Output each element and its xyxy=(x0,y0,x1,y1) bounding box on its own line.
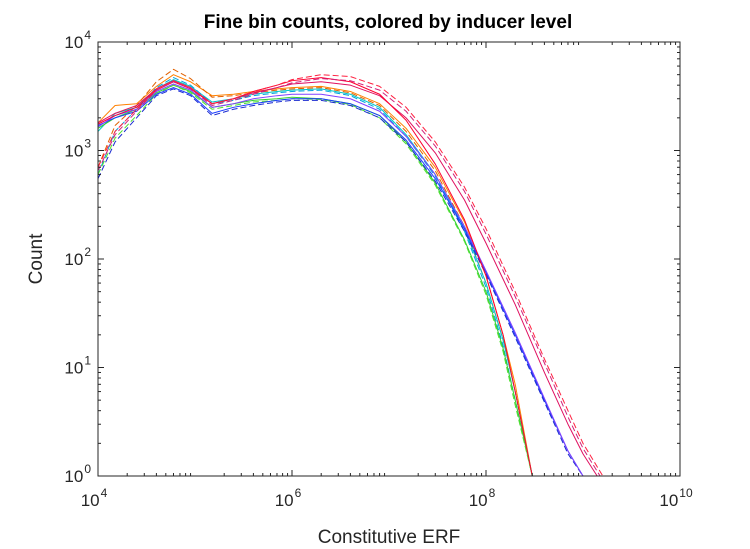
plot-frame xyxy=(97,41,681,477)
series-line-11 xyxy=(97,77,533,477)
series-line-9 xyxy=(97,83,584,477)
y-tick-label: 103 xyxy=(64,137,91,161)
series-line-7 xyxy=(97,87,584,477)
y-tick-exponent: 2 xyxy=(84,245,91,259)
x-axis-title: Constitutive ERF xyxy=(318,527,461,548)
x-tick-exponent: 8 xyxy=(489,486,496,500)
x-tick-label: 106 xyxy=(275,486,302,510)
x-tick-exponent: 4 xyxy=(101,486,108,500)
y-tick-label: 100 xyxy=(64,462,91,486)
x-tick-label: 104 xyxy=(81,486,108,510)
y-tick-exponent: 1 xyxy=(84,354,91,368)
series-line-12 xyxy=(97,78,601,477)
y-tick-label: 102 xyxy=(64,245,91,269)
y-tick-exponent: 3 xyxy=(84,137,91,151)
y-tick-exponent: 0 xyxy=(84,462,91,476)
x-tick-label: 108 xyxy=(469,486,496,510)
y-axis-title: Count xyxy=(26,233,47,284)
plot-area xyxy=(98,42,680,476)
series-line-4 xyxy=(97,77,533,477)
x-tick-exponent: 6 xyxy=(295,486,302,500)
y-tick-label: 101 xyxy=(64,354,91,378)
chart-title: Fine bin counts, colored by inducer leve… xyxy=(204,12,572,33)
x-tick-label: 1010 xyxy=(659,486,693,510)
series-line-13 xyxy=(97,74,604,477)
y-tick-exponent: 4 xyxy=(84,28,91,42)
x-tick-exponent: 10 xyxy=(679,486,693,500)
x-tick-labels: 104 106 108 1010 xyxy=(81,486,693,510)
series-line-8 xyxy=(97,88,584,477)
series-line-5 xyxy=(97,84,533,477)
y-tick-label: 104 xyxy=(64,28,91,52)
series-layer xyxy=(97,68,604,477)
